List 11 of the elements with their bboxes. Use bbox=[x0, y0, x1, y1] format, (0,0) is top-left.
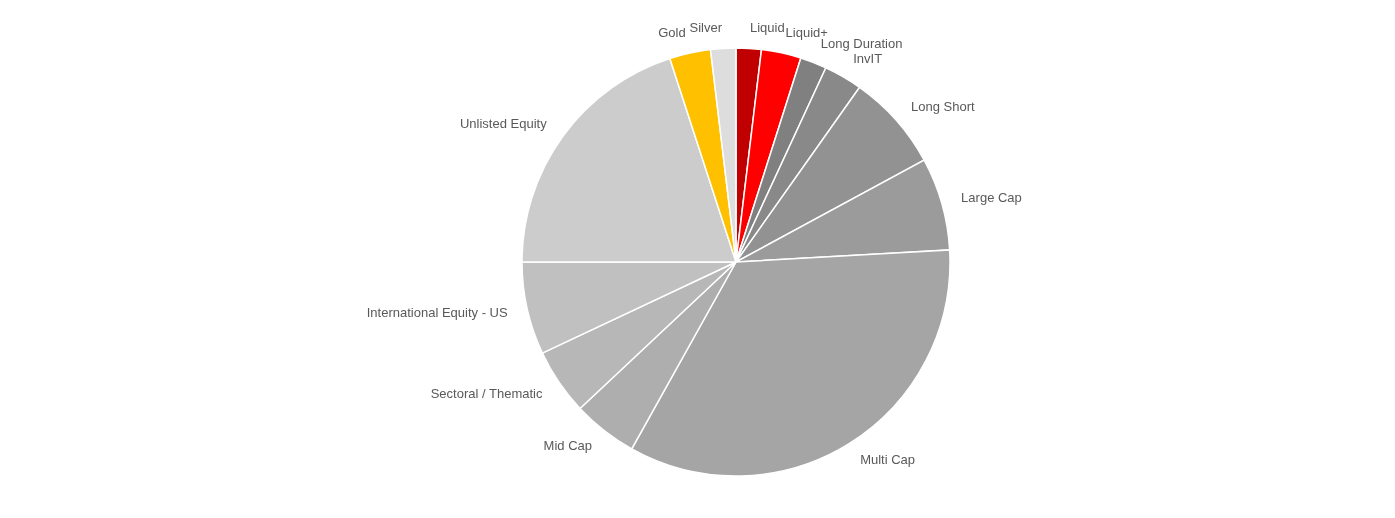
slice-label: InvIT bbox=[853, 51, 883, 67]
slice-label: Mid Cap bbox=[543, 438, 592, 454]
slice-label: Silver bbox=[689, 20, 723, 36]
slice-label: International Equity - US bbox=[366, 305, 508, 321]
slice-label: Multi Cap bbox=[860, 452, 916, 468]
slice-label: Unlisted Equity bbox=[459, 116, 548, 132]
slice-label: Large Cap bbox=[961, 190, 1022, 206]
slice-label: Sectoral / Thematic bbox=[430, 385, 543, 401]
slice-label: Gold bbox=[658, 25, 686, 41]
slice-label: Liquid bbox=[749, 20, 785, 36]
slice-label: Long Short bbox=[911, 98, 976, 114]
